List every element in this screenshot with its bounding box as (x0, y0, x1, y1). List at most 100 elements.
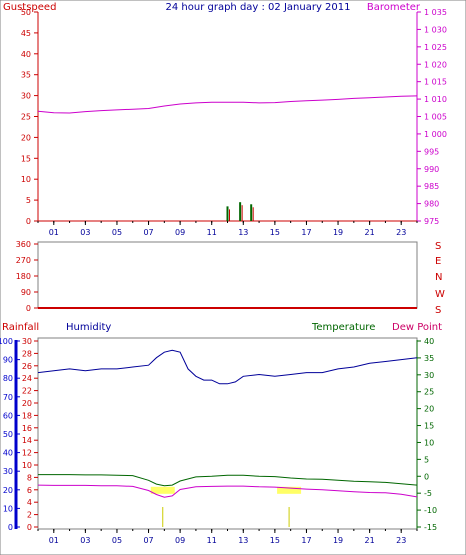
direction-tick-label: 360 (16, 240, 31, 249)
top-hour-tick-label: 19 (333, 228, 343, 237)
barometer-tick-label: 1 015 (424, 78, 447, 87)
humidity-tick-label: 90 (3, 356, 13, 365)
rainfall-tick-label: 14 (22, 436, 32, 445)
top-hour-tick-label: 21 (365, 228, 375, 237)
humidity-tick-label: 70 (3, 393, 13, 402)
direction-tick-label: 270 (16, 256, 31, 265)
bottom-hour-tick-label: 01 (49, 536, 59, 545)
temperature-tick-label: 10 (424, 438, 434, 447)
bottom-hour-tick-label: 03 (80, 536, 90, 545)
rainfall-tick-label: 2 (27, 511, 32, 520)
direction-letter-w: W (435, 289, 445, 300)
barometer-tick-label: 1 020 (424, 60, 447, 69)
bottom-hour-tick-label: 23 (396, 536, 406, 545)
minmax-marker-label (150, 486, 175, 494)
humidity-line (37, 349, 418, 385)
barometer-tick-label: 1 010 (424, 95, 447, 104)
humidity-tick-label: 10 (3, 504, 13, 513)
direction-tick-label: 180 (16, 272, 31, 281)
humidity-tick-label: 20 (3, 486, 13, 495)
direction-letter-e: E (435, 256, 441, 267)
rainfall-tick-label: 6 (27, 486, 32, 495)
rainfall-tick-label: 10 (22, 461, 32, 470)
dewpoint-axis-label: Dew Point (392, 322, 442, 333)
temperature-tick-label: 0 (424, 472, 429, 481)
gustspeed-axis-label: Gustspeed (3, 2, 56, 13)
rainfall-tick-label: 24 (22, 374, 32, 383)
gustspeed-tick-label: 20 (21, 133, 31, 142)
barometer-tick-label: 975 (424, 217, 439, 226)
humidity-tick-label: 40 (3, 449, 13, 458)
temperature-tick-label: -15 (424, 523, 437, 532)
gustspeed-tick-label: 0 (26, 217, 31, 226)
humidity-tick-label: 0 (8, 523, 13, 532)
gustspeed-tick-label: 40 (21, 50, 31, 59)
graph-title: 24 hour graph day : 02 January 2011 (166, 2, 351, 13)
middle-panel: 360 270 180 90 0 S E N W S (16, 240, 445, 316)
rainfall-tick-label: 8 (27, 473, 32, 482)
rainfall-tick-label: 0 (27, 523, 32, 532)
gustspeed-tick-label: 15 (21, 154, 31, 163)
bottom-hour-tick-label: 11 (207, 536, 217, 545)
bottom-hour-tick-label: 09 (175, 536, 185, 545)
temperature-tick-label: 5 (424, 455, 429, 464)
direction-tick-label: 90 (21, 288, 31, 297)
top-hour-tick-label: 11 (207, 228, 217, 237)
barometer-tick-label: 1 005 (424, 113, 447, 122)
rainfall-tick-label: 12 (22, 449, 32, 458)
temperature-tick-label: 40 (424, 337, 434, 346)
barometer-axis-label: Barometer (367, 2, 421, 13)
gustspeed-tick-label: 50 (21, 8, 31, 17)
bottom-hour-tick-label: 19 (333, 536, 343, 545)
barometer-tick-label: 1 035 (424, 8, 447, 17)
barometer-tick-label: 980 (424, 200, 439, 209)
bottom-hour-tick-label: 07 (143, 536, 153, 545)
top-hour-tick-label: 17 (301, 228, 311, 237)
top-hour-tick-label: 05 (112, 228, 122, 237)
barometer-tick-label: 1 025 (424, 43, 447, 52)
temperature-tick-label: -5 (424, 489, 432, 498)
gustspeed-tick-label: 25 (21, 113, 31, 122)
barometer-tick-label: 1 030 (424, 25, 447, 34)
temperature-tick-label: 30 (424, 371, 434, 380)
gustspeed-tick-label: 10 (21, 175, 31, 184)
top-hour-tick-label: 23 (396, 228, 406, 237)
direction-tick-label: 0 (26, 304, 31, 313)
temperature-tick-label: 20 (424, 405, 434, 414)
humidity-tick-label: 60 (3, 411, 13, 420)
direction-letter-s-top: S (435, 241, 441, 252)
temperature-axis-label: Temperature (311, 322, 375, 333)
top-hour-tick-label: 13 (238, 228, 248, 237)
gustspeed-tick-label: 5 (26, 196, 31, 205)
temperature-tick-label: 15 (424, 422, 434, 431)
gustspeed-tick-label: 35 (21, 71, 31, 80)
top-hour-tick-label: 15 (270, 228, 280, 237)
top-hour-tick-label: 03 (80, 228, 90, 237)
gustspeed-tick-label: 45 (21, 29, 31, 38)
bottom-hour-tick-label: 15 (270, 536, 280, 545)
humidity-axis-label: Humidity (66, 322, 111, 333)
temperature-tick-label: 35 (424, 354, 434, 363)
rainfall-tick-label: 26 (22, 362, 32, 371)
bottom-hour-tick-label: 05 (112, 536, 122, 545)
rainfall-tick-label: 20 (22, 399, 32, 408)
top-hour-tick-label: 09 (175, 228, 185, 237)
top-hour-tick-label: 07 (143, 228, 153, 237)
gustspeed-tick-label: 30 (21, 92, 31, 101)
rainfall-tick-label: 30 (22, 337, 32, 346)
minmax-marker-label (277, 486, 302, 494)
rainfall-tick-label: 28 (22, 349, 32, 358)
barometer-tick-label: 985 (424, 182, 439, 191)
bottom-hour-tick-label: 17 (301, 536, 311, 545)
humidity-tick-label: 80 (3, 374, 13, 383)
barometer-tick-label: 1 000 (424, 130, 447, 139)
rainfall-axis-label: Rainfall (2, 322, 39, 333)
temperature-tick-label: 25 (424, 388, 434, 397)
rainfall-tick-label: 4 (27, 498, 32, 507)
temperature-line (38, 474, 418, 487)
dewpoint-line (37, 484, 418, 498)
bottom-hour-tick-label: 13 (238, 536, 248, 545)
